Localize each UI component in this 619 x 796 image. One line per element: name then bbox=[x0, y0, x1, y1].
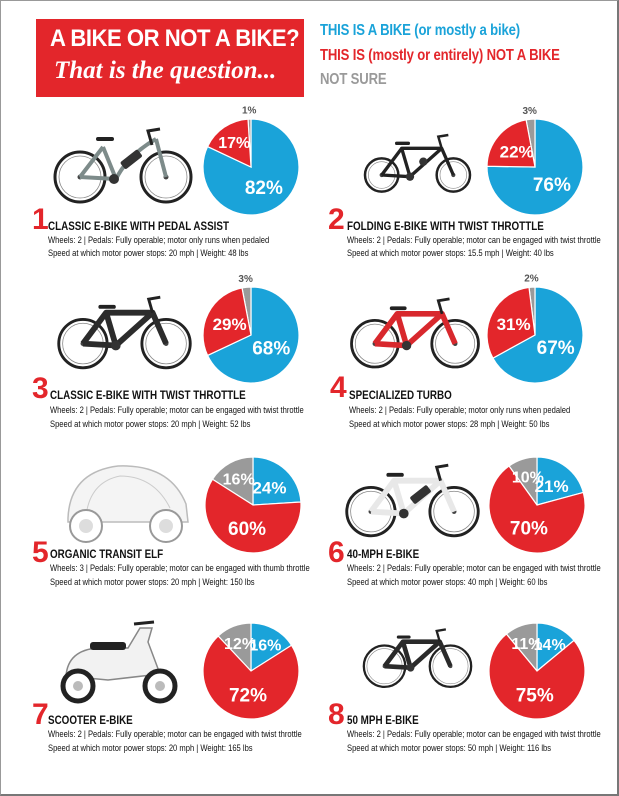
pie-3-label-not-sure: 3% bbox=[238, 274, 253, 285]
card-title-1: CLASSIC E-BIKE WITH PEDAL ASSIST bbox=[48, 219, 229, 233]
card-desc-3a: Wheels: 2 | Pedals: Fully operable; moto… bbox=[50, 404, 304, 417]
pie-3-label-not-bike: 29% bbox=[213, 315, 247, 334]
card-desc-4b: Speed at which motor power stops: 28 mph… bbox=[349, 418, 549, 431]
pie-6-label-not-bike: 70% bbox=[510, 518, 548, 539]
card-desc-2b: Speed at which motor power stops: 15.5 m… bbox=[347, 247, 554, 260]
card-desc-8a: Wheels: 2 | Pedals: Fully operable; moto… bbox=[347, 728, 601, 741]
pie-5-label-not-sure: 16% bbox=[223, 472, 255, 489]
card-number-8: 8 bbox=[328, 700, 345, 730]
legend-not-bike: THIS IS (mostly or entirely) NOT A BIKE bbox=[320, 47, 560, 65]
pie-chart-3: 68%3%29% bbox=[196, 278, 306, 388]
scooter-illustration-7 bbox=[48, 618, 188, 708]
title-main: A BIKE OR NOT A BIKE? bbox=[50, 25, 299, 53]
card-desc-5a: Wheels: 3 | Pedals: Fully operable; moto… bbox=[50, 562, 310, 575]
card-desc-3b: Speed at which motor power stops: 20 mph… bbox=[50, 418, 250, 431]
card-number-3: 3 bbox=[32, 374, 49, 404]
pie-chart-7: 16%12%72% bbox=[196, 614, 306, 724]
pie-1-label-bike: 82% bbox=[245, 178, 283, 199]
pie-chart-2: 76%3%22% bbox=[480, 110, 590, 220]
pie-chart-5: 24%16% 60% bbox=[198, 448, 308, 558]
card-number-2: 2 bbox=[328, 205, 345, 235]
card-title-8: 50 MPH E-BIKE bbox=[347, 713, 419, 727]
bike-illustration-6 bbox=[340, 460, 485, 540]
card-desc-8b: Speed at which motor power stops: 50 mph… bbox=[347, 742, 551, 755]
card-title-2: FOLDING E-BIKE WITH TWIST THROTTLE bbox=[347, 219, 544, 233]
card-number-7: 7 bbox=[32, 700, 49, 730]
card-title-3: CLASSIC E-BIKE WITH TWIST THROTTLE bbox=[50, 388, 246, 402]
pie-4-label-bike: 67% bbox=[537, 338, 575, 359]
pie-2-label-not-bike: 22% bbox=[500, 143, 534, 162]
pie-2-label-not-sure: 3% bbox=[522, 106, 537, 117]
legend-bike: THIS IS A BIKE (or mostly a bike) bbox=[320, 22, 520, 40]
pie-7-label-not-sure: 12% bbox=[224, 636, 256, 653]
pie-7-label-not-bike: 72% bbox=[229, 686, 267, 707]
card-desc-1a: Wheels: 2 | Pedals: Fully operable; moto… bbox=[48, 234, 269, 247]
card-number-5: 5 bbox=[32, 538, 49, 568]
title-banner: A BIKE OR NOT A BIKE? That is the questi… bbox=[36, 19, 304, 97]
pie-chart-6: 21%10%70% bbox=[482, 448, 592, 558]
pie-1-label-not-sure: 1% bbox=[242, 106, 257, 117]
card-desc-1b: Speed at which motor power stops: 20 mph… bbox=[48, 247, 248, 260]
pie-6-label-not-sure: 10% bbox=[512, 469, 544, 486]
card-title-6: 40-MPH E-BIKE bbox=[347, 547, 419, 561]
pie-1-label-not-bike: 17% bbox=[218, 135, 250, 152]
card-desc-5b: Speed at which motor power stops: 20 mph… bbox=[50, 576, 255, 589]
pie-3-label-bike: 68% bbox=[252, 339, 290, 360]
pie-5-label-not-bike: 60% bbox=[228, 519, 266, 540]
pie-5-label-bike: 24% bbox=[252, 479, 286, 498]
card-title-4: SPECIALIZED TURBO bbox=[349, 388, 452, 402]
card-title-5: ORGANIC TRANSIT ELF bbox=[50, 547, 163, 561]
pie-4-label-not-sure: 2% bbox=[524, 274, 539, 285]
card-number-6: 6 bbox=[328, 538, 345, 568]
pie-8-label-not-sure: 11% bbox=[511, 636, 542, 653]
pie-8-label-not-bike: 75% bbox=[516, 686, 554, 707]
bike-illustration-8 bbox=[360, 612, 475, 702]
card-number-1: 1 bbox=[32, 205, 49, 235]
vehicle-illustration-5 bbox=[58, 458, 198, 548]
card-desc-6b: Speed at which motor power stops: 40 mph… bbox=[347, 576, 547, 589]
card-number-4: 4 bbox=[330, 373, 347, 403]
card-desc-4a: Wheels: 2 | Pedals: Fully operable; moto… bbox=[349, 404, 570, 417]
pie-chart-1: 82%1%17% bbox=[196, 110, 306, 220]
card-desc-7b: Speed at which motor power stops: 20 mph… bbox=[48, 742, 253, 755]
card-desc-6a: Wheels: 2 | Pedals: Fully operable; moto… bbox=[347, 562, 601, 575]
pie-2-label-bike: 76% bbox=[533, 175, 571, 196]
bike-illustration-2 bbox=[355, 125, 480, 205]
bike-illustration-1 bbox=[48, 125, 198, 205]
pie-4-label-not-bike: 31% bbox=[497, 315, 531, 334]
card-title-7: SCOOTER E-BIKE bbox=[48, 713, 133, 727]
pie-chart-8: 14%11%75% bbox=[482, 614, 592, 724]
pie-chart-4: 67%2%31% bbox=[480, 278, 590, 388]
card-desc-7a: Wheels: 2 | Pedals: Fully operable; moto… bbox=[48, 728, 302, 741]
bike-illustration-4 bbox=[345, 290, 485, 375]
bike-illustration-3 bbox=[52, 292, 197, 372]
title-sub: That is the question... bbox=[54, 57, 276, 85]
legend-not-sure: NOT SURE bbox=[320, 71, 386, 89]
card-desc-2a: Wheels: 2 | Pedals: Fully operable; moto… bbox=[347, 234, 601, 247]
